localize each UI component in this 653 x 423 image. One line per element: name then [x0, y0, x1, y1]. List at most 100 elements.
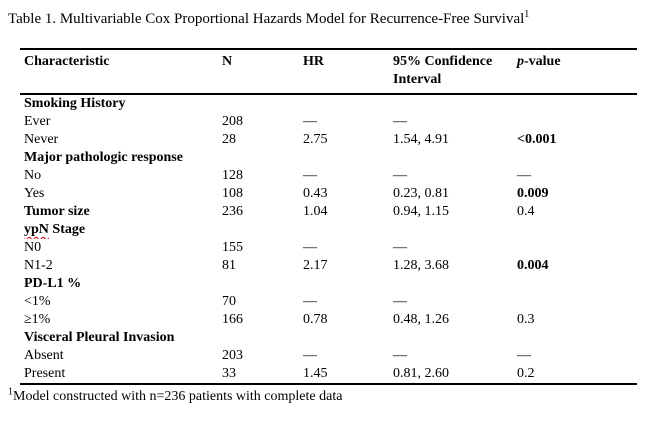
cell-hr: 2.75 — [303, 132, 328, 147]
cell-characteristic: N1-2 — [24, 258, 53, 273]
cell-hr — [299, 94, 389, 113]
cell-p-value: — — [517, 348, 531, 363]
header-characteristic: Characteristic — [20, 49, 218, 95]
cell-characteristic: Yes — [24, 186, 45, 201]
cell-hr: 0.43 — [303, 186, 328, 201]
table-title-text: Table 1. Multivariable Cox Proportional … — [8, 11, 525, 27]
cell-confidence-interval: 0.23, 0.81 — [393, 186, 449, 201]
cell-n: 203 — [222, 348, 243, 363]
table-row: PD-L1 % — [20, 275, 637, 293]
cell-characteristic: No — [24, 168, 42, 183]
cell-n: 108 — [222, 186, 243, 201]
table-body: Smoking History Ever 208 — — Never 28 2.75 1.54,… — [20, 94, 637, 385]
cell-p-value: 0.2 — [513, 365, 637, 385]
cell-n: 70 — [222, 294, 236, 309]
cell-n: 166 — [222, 312, 243, 327]
table-row: Ever 208 — — — [20, 113, 637, 131]
cell-p-value: 0.3 — [517, 312, 535, 327]
cell-confidence-interval: — — [393, 294, 407, 309]
cell-characteristic: Never — [24, 132, 59, 147]
cell-characteristic: Ever — [24, 114, 51, 129]
cell-confidence-interval: 1.28, 3.68 — [393, 258, 449, 273]
cell-hr: — — [303, 240, 317, 255]
cell-confidence-interval — [389, 221, 513, 239]
table-title: Table 1. Multivariable Cox Proportional … — [8, 10, 653, 29]
cell-characteristic: <1% — [24, 294, 51, 309]
cell-n — [218, 221, 299, 239]
table-row: Tumor size 236 1.04 0.94, 1.15 0.4 — [20, 203, 637, 221]
cell-n: 33 — [218, 365, 299, 385]
cell-hr — [299, 221, 389, 239]
cell-hr: — — [303, 348, 317, 363]
cell-p-value — [513, 275, 637, 293]
cell-hr — [299, 149, 389, 167]
cell-characteristic: Tumor size — [24, 204, 90, 219]
cell-n: 236 — [222, 204, 243, 219]
cell-p-value: — — [517, 168, 531, 183]
cell-characteristic: N0 — [24, 240, 42, 255]
cell-hr: — — [303, 114, 317, 129]
cell-n — [218, 275, 299, 293]
cell-n: 155 — [222, 240, 243, 255]
cell-n: 81 — [222, 258, 236, 273]
cell-n: 208 — [222, 114, 243, 129]
cell-hr: — — [303, 294, 317, 309]
cell-n — [218, 149, 299, 167]
header-p-value-rest: -value — [524, 54, 561, 69]
cell-confidence-interval — [389, 329, 513, 347]
cell-characteristic: Visceral Pleural Invasion — [24, 330, 175, 345]
cell-n — [218, 329, 299, 347]
cell-hr — [299, 329, 389, 347]
table-row: No 128 — — — — [20, 167, 637, 185]
cell-confidence-interval: — — [393, 168, 407, 183]
cell-characteristic: Present — [20, 365, 218, 385]
cell-confidence-interval: — — [393, 240, 407, 255]
cell-characteristic: ypN Stage — [24, 222, 86, 237]
header-row: Characteristic N HR 95% Confidence Inter… — [20, 49, 637, 95]
cell-characteristic: PD-L1 % — [24, 276, 82, 291]
cell-p-value — [513, 293, 637, 311]
table-row: Present 33 1.45 0.81, 2.60 0.2 — [20, 365, 637, 385]
cell-hr: 0.78 — [303, 312, 328, 327]
header-confidence-interval: 95% Confidence Interval — [389, 49, 513, 95]
table-title-superscript: 1 — [524, 9, 530, 20]
table-row: Absent 203 — — — — [20, 347, 637, 365]
table-row: Never 28 2.75 1.54, 4.91 <0.001 — [20, 131, 637, 149]
cell-characteristic: ≥1% — [24, 312, 51, 327]
table-row: <1% 70 — — — [20, 293, 637, 311]
header-p-value: p-value — [513, 49, 637, 95]
table-row: ≥1% 166 0.78 0.48, 1.26 0.3 — [20, 311, 637, 329]
cell-p-value — [513, 221, 637, 239]
cell-confidence-interval: 0.94, 1.15 — [393, 204, 449, 219]
footnote-text: Model constructed with n=236 patients wi… — [13, 389, 343, 404]
cell-p-value — [513, 239, 637, 257]
cell-hr: — — [303, 168, 317, 183]
table-header: Characteristic N HR 95% Confidence Inter… — [20, 49, 637, 95]
cell-p-value — [513, 94, 637, 113]
header-p-value-italic: p — [517, 54, 524, 69]
cell-confidence-interval: 0.48, 1.26 — [393, 312, 449, 327]
cell-characteristic: Smoking History — [24, 96, 126, 111]
spellcheck-squiggle-text: ypN — [24, 222, 49, 237]
cell-n: 28 — [222, 132, 236, 147]
table-row: N1-2 81 2.17 1.28, 3.68 0.004 — [20, 257, 637, 275]
cell-characteristic: Absent — [24, 348, 64, 363]
cell-hr: 1.45 — [299, 365, 389, 385]
cell-characteristic: Major pathologic response — [24, 150, 183, 165]
table-row: ypN Stage — [20, 221, 637, 239]
cell-confidence-interval — [389, 149, 513, 167]
table-footnote: 1Model constructed with n=236 patients w… — [8, 386, 653, 406]
cell-p-value — [513, 113, 637, 131]
cell-p-value: 0.4 — [517, 204, 535, 219]
table-row: Visceral Pleural Invasion — [20, 329, 637, 347]
cell-n: 128 — [222, 168, 243, 183]
header-hr: HR — [299, 49, 389, 95]
table-row: Smoking History — [20, 94, 637, 113]
cell-n — [218, 94, 299, 113]
cell-confidence-interval: 0.81, 2.60 — [389, 365, 513, 385]
cell-confidence-interval — [389, 94, 513, 113]
table-row: Major pathologic response — [20, 149, 637, 167]
cell-confidence-interval — [389, 275, 513, 293]
footnote-superscript: 1 — [8, 386, 13, 398]
cell-confidence-interval: — — [393, 348, 407, 363]
